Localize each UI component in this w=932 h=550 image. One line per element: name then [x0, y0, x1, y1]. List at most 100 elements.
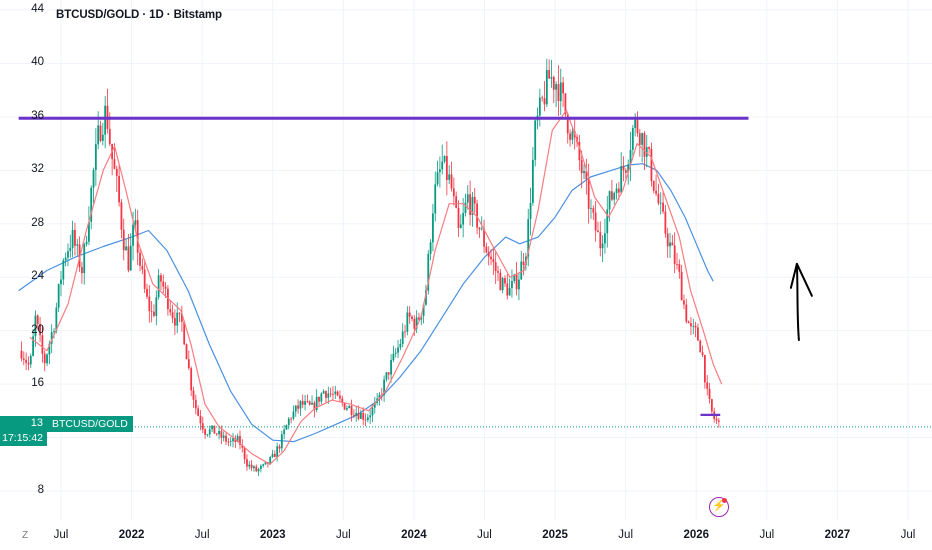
candle-body [53, 331, 55, 333]
candle-body [341, 398, 344, 403]
candle-body [48, 343, 51, 355]
candle-body [148, 296, 151, 311]
candle-body [204, 429, 207, 435]
candle-body [408, 312, 411, 317]
candle-body [413, 319, 416, 329]
candle-body [594, 212, 597, 231]
candle-body [473, 196, 476, 204]
candle-body [292, 411, 295, 419]
candle-body [662, 202, 664, 212]
candle-body [213, 425, 216, 434]
candle-body [313, 402, 316, 411]
candle-body [531, 159, 534, 203]
candle-body [227, 441, 230, 443]
candle-body [683, 300, 685, 305]
candle-body [480, 228, 483, 230]
candle-body [657, 193, 660, 204]
candle-body [490, 256, 492, 260]
candle-body [34, 315, 37, 337]
candle-body [64, 257, 67, 261]
candle-body [260, 465, 262, 469]
candle-body [139, 252, 141, 266]
candle-body [155, 297, 158, 316]
candle-body [134, 220, 137, 225]
candle-body [492, 259, 495, 263]
candle-body [294, 405, 297, 412]
candle-body [703, 355, 706, 383]
candle-body [248, 464, 251, 467]
candle-body [362, 412, 365, 420]
candle-body [401, 331, 404, 345]
x-tick-label: 2024 [401, 529, 427, 541]
candle-body [676, 264, 678, 265]
candle-body [55, 307, 58, 332]
candle-body [201, 423, 204, 430]
candle-body [387, 372, 390, 375]
candle-body [60, 279, 62, 285]
candle-body [673, 245, 676, 265]
candle-body [685, 304, 688, 322]
candle-body [176, 312, 179, 326]
candle-body [680, 271, 683, 301]
candle-body [87, 221, 90, 242]
candle-body [378, 394, 381, 399]
candle-body [469, 194, 472, 215]
candle-body [306, 401, 309, 402]
candle-body [583, 171, 585, 174]
candle-body [239, 435, 241, 445]
zoom-button[interactable]: Z [22, 530, 29, 541]
candle-body [97, 125, 100, 145]
candle-body [236, 435, 239, 442]
candle-body [613, 192, 616, 200]
candle-body [143, 269, 146, 289]
candle-body [125, 246, 127, 251]
candle-body [485, 246, 488, 253]
candle-body [478, 227, 481, 230]
candle-body [197, 408, 200, 416]
candle-body [443, 155, 446, 162]
candle-body [706, 382, 709, 389]
candle-body [57, 284, 60, 308]
candle-body [43, 353, 46, 364]
candle-body [127, 246, 130, 271]
candle-body [336, 391, 339, 396]
candle-body [334, 391, 337, 395]
candle-body [46, 354, 48, 364]
candle-body [552, 77, 555, 90]
y-tick-label: 8 [37, 484, 44, 496]
lightning-icon[interactable]: ⚡ [709, 497, 729, 517]
candle-body [664, 211, 667, 234]
candle-body [215, 433, 218, 435]
candle-body [206, 434, 209, 436]
candle-body [169, 309, 172, 313]
candle-body [36, 315, 39, 325]
candle-body [304, 401, 306, 405]
x-tick-label: 2027 [824, 529, 851, 541]
candle-body [222, 435, 225, 438]
candle-body [81, 267, 83, 274]
candle-body [611, 191, 613, 200]
candle-body [418, 317, 420, 320]
candle-body [246, 459, 248, 467]
candle-body [629, 149, 632, 165]
chart-drawings[interactable] [0, 116, 932, 428]
candle-body [506, 283, 509, 296]
candle-body [518, 279, 520, 290]
candle-body [543, 98, 546, 105]
candle-body [322, 391, 325, 394]
candle-body [385, 372, 388, 380]
candle-body [199, 415, 202, 424]
candle-body [373, 403, 376, 408]
candle-body [638, 133, 641, 145]
y-tick-label: 16 [31, 377, 44, 390]
candle-body [501, 278, 504, 291]
candle-body [69, 247, 72, 252]
candle-body [253, 466, 255, 469]
candle-body [171, 312, 174, 319]
candle-body [120, 202, 123, 230]
candle-body [357, 412, 360, 419]
candle-body [118, 175, 121, 203]
candle-body [678, 264, 681, 272]
x-tick-label: Jul [335, 529, 351, 541]
